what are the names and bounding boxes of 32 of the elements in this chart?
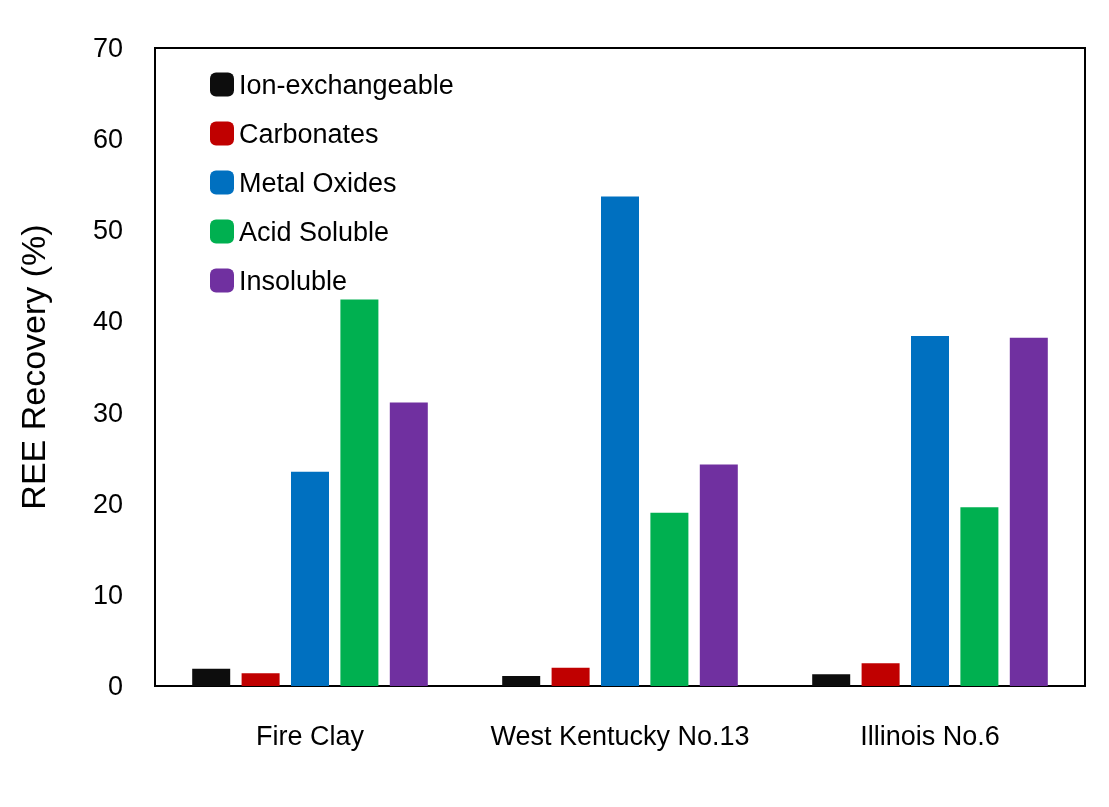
bar <box>911 336 949 686</box>
y-tick-label: 50 <box>92 215 123 246</box>
y-tick-label: 20 <box>92 488 123 519</box>
bar <box>812 674 851 686</box>
legend-label: Acid Soluble <box>239 216 390 247</box>
y-axis-title: REE Recovery (%) <box>14 224 52 510</box>
legend-label: Metal Oxides <box>239 167 397 198</box>
x-tick-label: West Kentucky No.13 <box>490 720 750 751</box>
bar <box>340 299 379 686</box>
bar <box>241 673 280 686</box>
bar <box>192 668 231 686</box>
y-tick-label: 0 <box>107 671 123 701</box>
y-tick-label: 70 <box>92 33 123 63</box>
bar <box>650 512 689 686</box>
bar <box>601 196 639 686</box>
bar <box>502 675 541 686</box>
bar <box>291 471 329 686</box>
bar <box>960 507 999 686</box>
bar <box>1009 337 1048 686</box>
y-tick-label: 40 <box>92 306 123 337</box>
bar <box>551 667 590 686</box>
legend-label: Insoluble <box>239 265 348 296</box>
y-tick-label: 10 <box>92 579 123 610</box>
x-tick-label: Fire Clay <box>255 720 365 751</box>
y-tick-label: 60 <box>92 124 123 155</box>
bar <box>861 663 900 686</box>
bar <box>389 402 428 686</box>
x-tick-label: Illinois No.6 <box>860 720 1000 751</box>
y-tick-label: 30 <box>92 397 123 428</box>
legend-label: Carbonates <box>239 118 379 149</box>
bar <box>699 464 738 686</box>
legend-label: Ion-exchangeable <box>239 69 454 100</box>
